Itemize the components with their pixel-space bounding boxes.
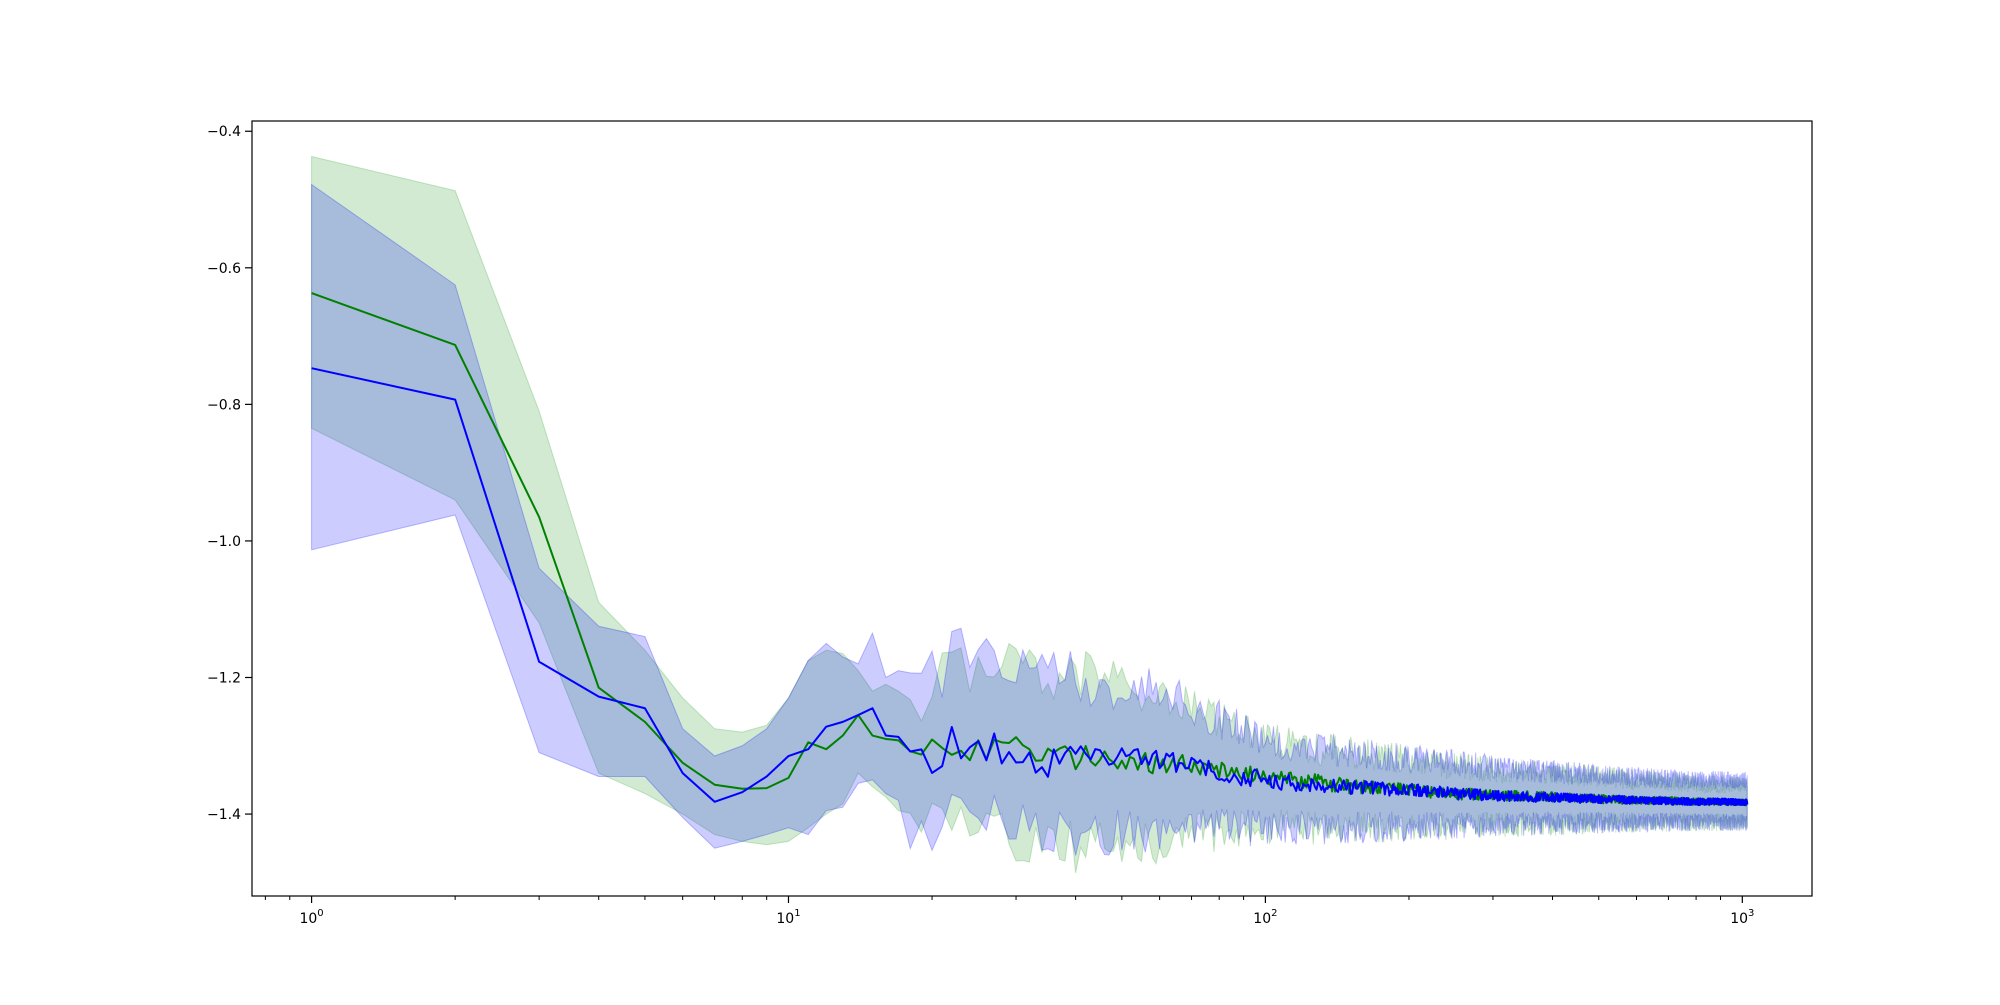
- x-tick-label-exponent: 0: [317, 908, 323, 919]
- x-tick-label-base: 10: [1730, 911, 1748, 927]
- x-tick-label-exponent: 1: [794, 908, 800, 919]
- series-1-band: [311, 155, 1748, 873]
- x-tick-label-base: 10: [1253, 911, 1271, 927]
- x-axis: 100 101 102 103: [264, 896, 1754, 927]
- y-tick-label: −1.4: [207, 807, 241, 823]
- y-tick-label: −1.2: [207, 670, 241, 686]
- confidence-bands: [311, 155, 1748, 873]
- x-tick-label: 102: [1253, 908, 1277, 927]
- y-tick-label: −0.6: [207, 261, 241, 277]
- series-2-band: [311, 183, 1748, 856]
- y-tick-label: −0.8: [207, 397, 241, 413]
- x-tick-label-base: 10: [299, 911, 317, 927]
- x-tick-label-base: 10: [776, 911, 794, 927]
- plot-frame: [251, 120, 1813, 897]
- y-axis: −0.4 −0.6 −0.8 −1.0 −1.2 −1.4: [207, 124, 252, 823]
- x-tick-label-exponent: 2: [1271, 908, 1277, 919]
- series-2-line: [311, 367, 1749, 807]
- x-tick-label: 101: [776, 908, 800, 927]
- y-tick-label: −1.0: [207, 534, 241, 550]
- x-tick-label-exponent: 3: [1748, 908, 1754, 919]
- x-tick-label: 103: [1730, 908, 1754, 927]
- y-tick-label: −0.4: [207, 124, 241, 140]
- x-tick-label: 100: [299, 908, 323, 927]
- series-lines: [311, 292, 1749, 807]
